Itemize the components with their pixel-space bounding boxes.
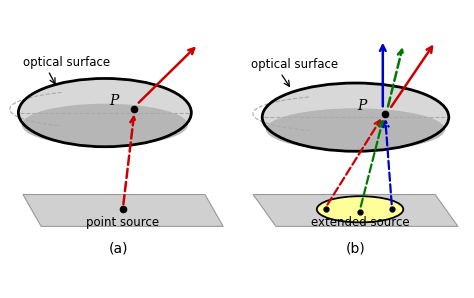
- Text: point source: point source: [86, 216, 160, 229]
- Ellipse shape: [317, 196, 403, 222]
- Text: optical surface: optical surface: [251, 58, 338, 71]
- Text: (b): (b): [346, 242, 365, 256]
- Ellipse shape: [18, 78, 191, 147]
- Text: optical surface: optical surface: [23, 56, 110, 69]
- Ellipse shape: [266, 108, 445, 150]
- Polygon shape: [23, 195, 223, 226]
- Text: P: P: [358, 99, 367, 113]
- Text: extended source: extended source: [311, 216, 410, 229]
- Ellipse shape: [22, 104, 188, 146]
- Polygon shape: [253, 195, 458, 226]
- Ellipse shape: [262, 83, 449, 151]
- Text: (a): (a): [109, 242, 128, 256]
- Text: P: P: [109, 94, 118, 108]
